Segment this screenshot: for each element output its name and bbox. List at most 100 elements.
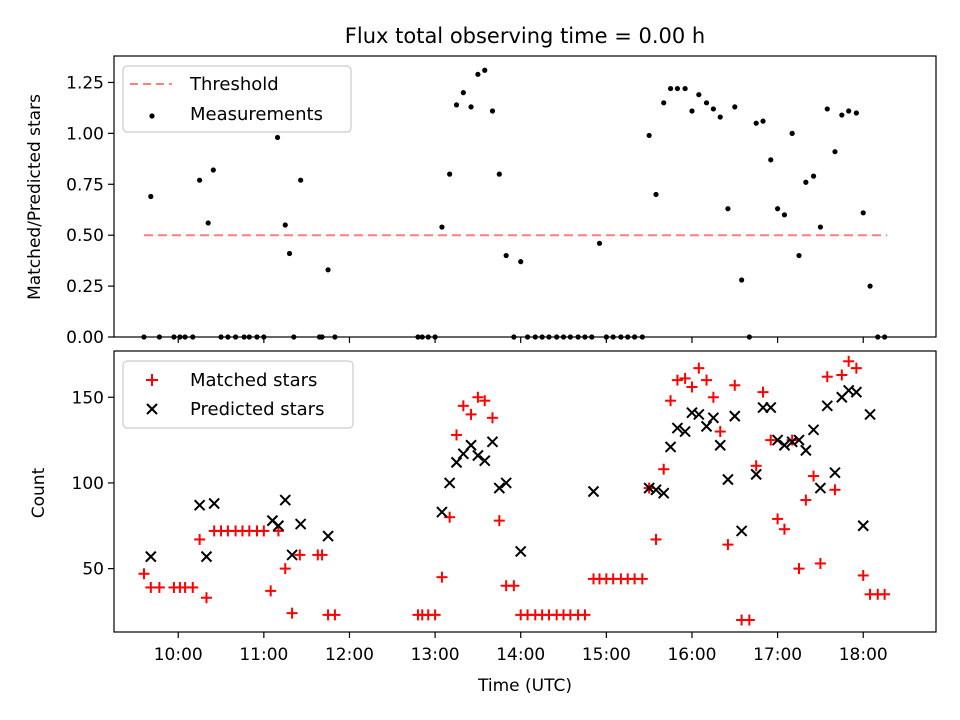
predicted-star-point (587, 485, 600, 498)
measurement-point (518, 259, 524, 265)
predicted-star-point (714, 439, 726, 451)
predicted-star-point (735, 525, 748, 537)
matched-star-point (294, 549, 306, 561)
predicted-star-point (515, 545, 527, 558)
matched-star-point (729, 379, 741, 391)
measurement-point (489, 108, 496, 114)
measurement-point (210, 167, 216, 173)
matched-star-point (757, 386, 769, 398)
top-axes-frame (113, 55, 937, 338)
legend-matched-label: Matched stars (190, 370, 317, 391)
matched-star-point (665, 395, 677, 407)
x-tick-label: 18:00 (839, 645, 888, 665)
matched-star-point (579, 609, 591, 621)
measurement-point (475, 71, 481, 77)
matched-star-point (836, 369, 848, 381)
predicted-star-point (145, 550, 157, 563)
measurement-point (739, 277, 745, 283)
predicted-star-point (450, 456, 463, 469)
measurement-point (768, 157, 774, 163)
predicted-star-point (322, 530, 334, 542)
matched-star-point (658, 463, 670, 475)
measurement-point (760, 118, 766, 124)
y-tick-label: 100 (72, 474, 104, 494)
measurement-point (832, 149, 838, 155)
matched-star-point (200, 592, 212, 604)
matched-star-point (800, 494, 812, 506)
matched-star-point (829, 484, 841, 496)
matched-star-point (714, 426, 726, 438)
x-tick-label: 15:00 (582, 645, 631, 665)
measurement-point (148, 193, 154, 200)
y-tick-label: 0.75 (66, 175, 104, 195)
predicted-star-point (850, 386, 863, 398)
predicted-star-point (472, 449, 484, 462)
y-tick-label: 1.25 (66, 73, 104, 93)
legend-predicted-swatch (146, 403, 158, 415)
predicted-star-point (294, 518, 307, 530)
matched-star-point (722, 539, 734, 551)
measurement-point (274, 134, 281, 141)
measurement-point (674, 85, 681, 92)
measurement-point (781, 212, 788, 218)
measurement-point (286, 250, 293, 257)
predicted-star-point (479, 454, 491, 467)
predicted-star-point (671, 422, 684, 434)
matched-star-point (153, 581, 165, 593)
measurement-point (596, 240, 603, 246)
measurement-point (447, 171, 453, 177)
matched-star-point (429, 609, 441, 621)
predicted-star-point (193, 499, 206, 511)
predicted-star-point (436, 506, 448, 518)
matched-star-point (472, 391, 484, 403)
y-tick-label: 1.00 (66, 124, 104, 144)
predicted-star-point (658, 487, 670, 499)
measurement-point (661, 100, 667, 106)
measurement-point (298, 177, 304, 183)
measurement-point (717, 114, 723, 120)
predicted-star-point (786, 436, 798, 448)
legend-predicted-label: Predicted stars (190, 399, 324, 420)
measurement-point (846, 108, 852, 114)
matched-star-point (465, 408, 477, 420)
measurement-point (789, 130, 795, 136)
measurement-point (839, 112, 845, 118)
x-tick-label: 10:00 (154, 645, 203, 665)
measurement-point (817, 224, 824, 230)
matched-star-point (265, 585, 277, 597)
predicted-star-point (679, 425, 691, 438)
measurement-point (482, 67, 488, 73)
matched-star-point (843, 355, 855, 367)
y-axis-label-count: Count (29, 467, 49, 518)
measurement-point (710, 106, 716, 112)
predicted-star-point (664, 441, 677, 453)
matched-star-point (821, 371, 833, 383)
measurement-point (503, 252, 509, 259)
measurement-point (696, 92, 702, 98)
matched-star-point (508, 580, 520, 592)
x-tick-label: 17:00 (753, 645, 802, 665)
measurement-point (867, 283, 873, 289)
predicted-star-point (771, 434, 784, 446)
top-legend: Threshold Measurements (122, 65, 352, 133)
y-tick-label: 0.50 (66, 226, 104, 246)
predicted-star-point (750, 468, 762, 481)
predicted-star-point (486, 436, 499, 448)
measurement-point (468, 104, 474, 110)
predicted-star-point (643, 482, 655, 494)
matched-star-point (765, 434, 777, 446)
matched-star-point (316, 549, 328, 561)
predicted-star-point (500, 477, 512, 489)
bottom-axes-frame (113, 350, 937, 633)
matched-star-point (279, 563, 291, 575)
matched-star-point (479, 395, 491, 407)
measurement-point (753, 120, 759, 126)
measurement-point (824, 106, 830, 112)
measurement-point (853, 110, 859, 116)
predicted-star-point (864, 408, 876, 421)
measurement-point (860, 210, 866, 216)
measurement-point (774, 206, 781, 212)
predicted-star-point (650, 484, 662, 496)
legend-box (122, 360, 354, 429)
bottom-legend: Matched stars Predicted stars (122, 360, 354, 429)
